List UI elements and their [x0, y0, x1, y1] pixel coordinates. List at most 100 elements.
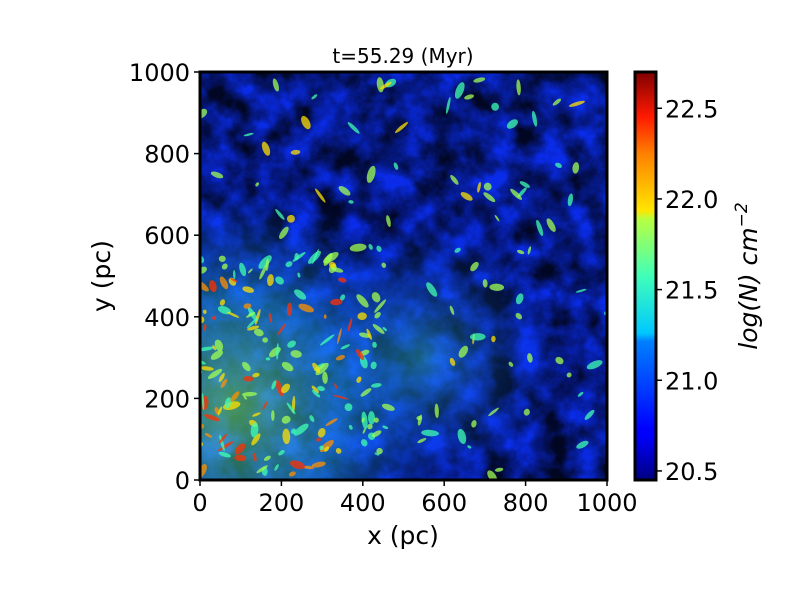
density-clump: [494, 214, 500, 222]
density-clump: [370, 383, 382, 388]
y-axis-label: y (pc): [87, 240, 116, 312]
density-clump: [464, 94, 475, 100]
density-clump: [523, 408, 530, 416]
density-clump: [219, 276, 229, 290]
density-clump: [200, 266, 207, 274]
density-clump: [446, 96, 451, 114]
density-clump: [355, 349, 365, 360]
density-clump: [219, 299, 226, 306]
colorbar-tick-label: 22.0: [665, 186, 718, 214]
density-clump: [277, 323, 287, 336]
density-clump: [575, 288, 587, 293]
density-clump: [239, 262, 247, 277]
chart-title: t=55.29 (Myr): [332, 44, 473, 68]
density-clump: [207, 368, 223, 379]
density-clump: [285, 261, 293, 268]
density-clump: [367, 423, 373, 430]
density-clump: [421, 429, 439, 437]
density-clump: [201, 392, 205, 411]
density-clump: [274, 464, 279, 471]
density-clump: [251, 433, 261, 446]
density-clump: [393, 162, 399, 170]
density-clump: [317, 427, 326, 438]
density-clump: [335, 448, 342, 454]
x-axis-label: x (pc): [367, 521, 439, 550]
density-clump: [426, 282, 438, 297]
y-axis: 0 200 400 600 800 1000: [129, 59, 200, 495]
x-tick-label: 200: [258, 489, 304, 517]
density-clump: [275, 276, 284, 285]
x-tick-label: 600: [421, 489, 467, 517]
density-clump: [226, 311, 240, 318]
density-clump: [477, 181, 481, 193]
density-clump: [454, 82, 465, 99]
density-clump: [584, 409, 595, 420]
density-clump: [356, 376, 362, 383]
density-clump: [250, 422, 259, 438]
density-clump: [376, 245, 382, 252]
density-clump: [347, 318, 353, 332]
density-clump: [212, 345, 217, 351]
density-clump: [417, 438, 427, 444]
density-clump: [323, 314, 327, 319]
density-clump: [366, 328, 372, 340]
density-clump: [340, 294, 346, 301]
density-clump: [483, 192, 496, 203]
x-tick-label: 400: [340, 489, 386, 517]
density-clump: [531, 110, 538, 127]
density-clump: [367, 411, 375, 425]
density-clump: [469, 333, 486, 341]
x-tick-label: 800: [503, 489, 549, 517]
density-clump: [242, 286, 255, 293]
density-clump: [555, 356, 564, 365]
density-clump: [275, 209, 285, 220]
density-clump: [234, 443, 246, 455]
density-clump: [516, 79, 521, 96]
density-clump: [200, 366, 214, 371]
density-clump: [262, 337, 268, 343]
density-clump: [517, 249, 525, 255]
density-clump: [301, 115, 311, 130]
density-clump: [218, 433, 227, 444]
density-clump: [200, 464, 207, 478]
density-clump: [243, 132, 254, 137]
density-clump: [325, 418, 338, 426]
density-clump: [519, 181, 530, 188]
colorbar-tick-label: 20.5: [665, 458, 718, 486]
density-clump: [362, 428, 366, 434]
density-clump: [303, 465, 315, 470]
density-clump: [255, 182, 259, 187]
density-clump: [527, 246, 532, 255]
density-clump: [361, 411, 368, 430]
density-clump: [214, 339, 224, 352]
density-clump: [276, 343, 279, 360]
density-clump: [373, 417, 379, 423]
density-clump: [271, 410, 275, 421]
density-clump: [258, 255, 272, 269]
y-tick-label: 1000: [129, 59, 190, 87]
density-clump: [394, 121, 409, 134]
density-clump: [248, 268, 253, 274]
density-clump: [330, 298, 343, 306]
density-clump: [449, 357, 456, 366]
density-clump: [555, 162, 562, 169]
density-clump: [265, 357, 271, 361]
density-clump: [271, 380, 277, 390]
density-clump: [309, 415, 315, 422]
density-clump: [546, 218, 556, 232]
density-clump: [212, 315, 217, 320]
density-clump: [202, 309, 207, 314]
density-clump: [290, 350, 302, 358]
density-clump: [224, 397, 232, 409]
density-clump: [380, 81, 392, 90]
density-clump: [568, 100, 585, 107]
density-clump: [344, 403, 353, 412]
x-axis: 0 200 400 600 800 1000: [192, 480, 638, 517]
density-clump: [566, 372, 572, 378]
density-clump: [572, 162, 580, 174]
density-clump: [510, 188, 523, 200]
density-clump: [506, 119, 518, 129]
colorbar-label-main: log(N) cm: [734, 227, 763, 349]
density-clump: [381, 262, 387, 268]
colorbar-tick-label: 22.5: [665, 95, 718, 123]
